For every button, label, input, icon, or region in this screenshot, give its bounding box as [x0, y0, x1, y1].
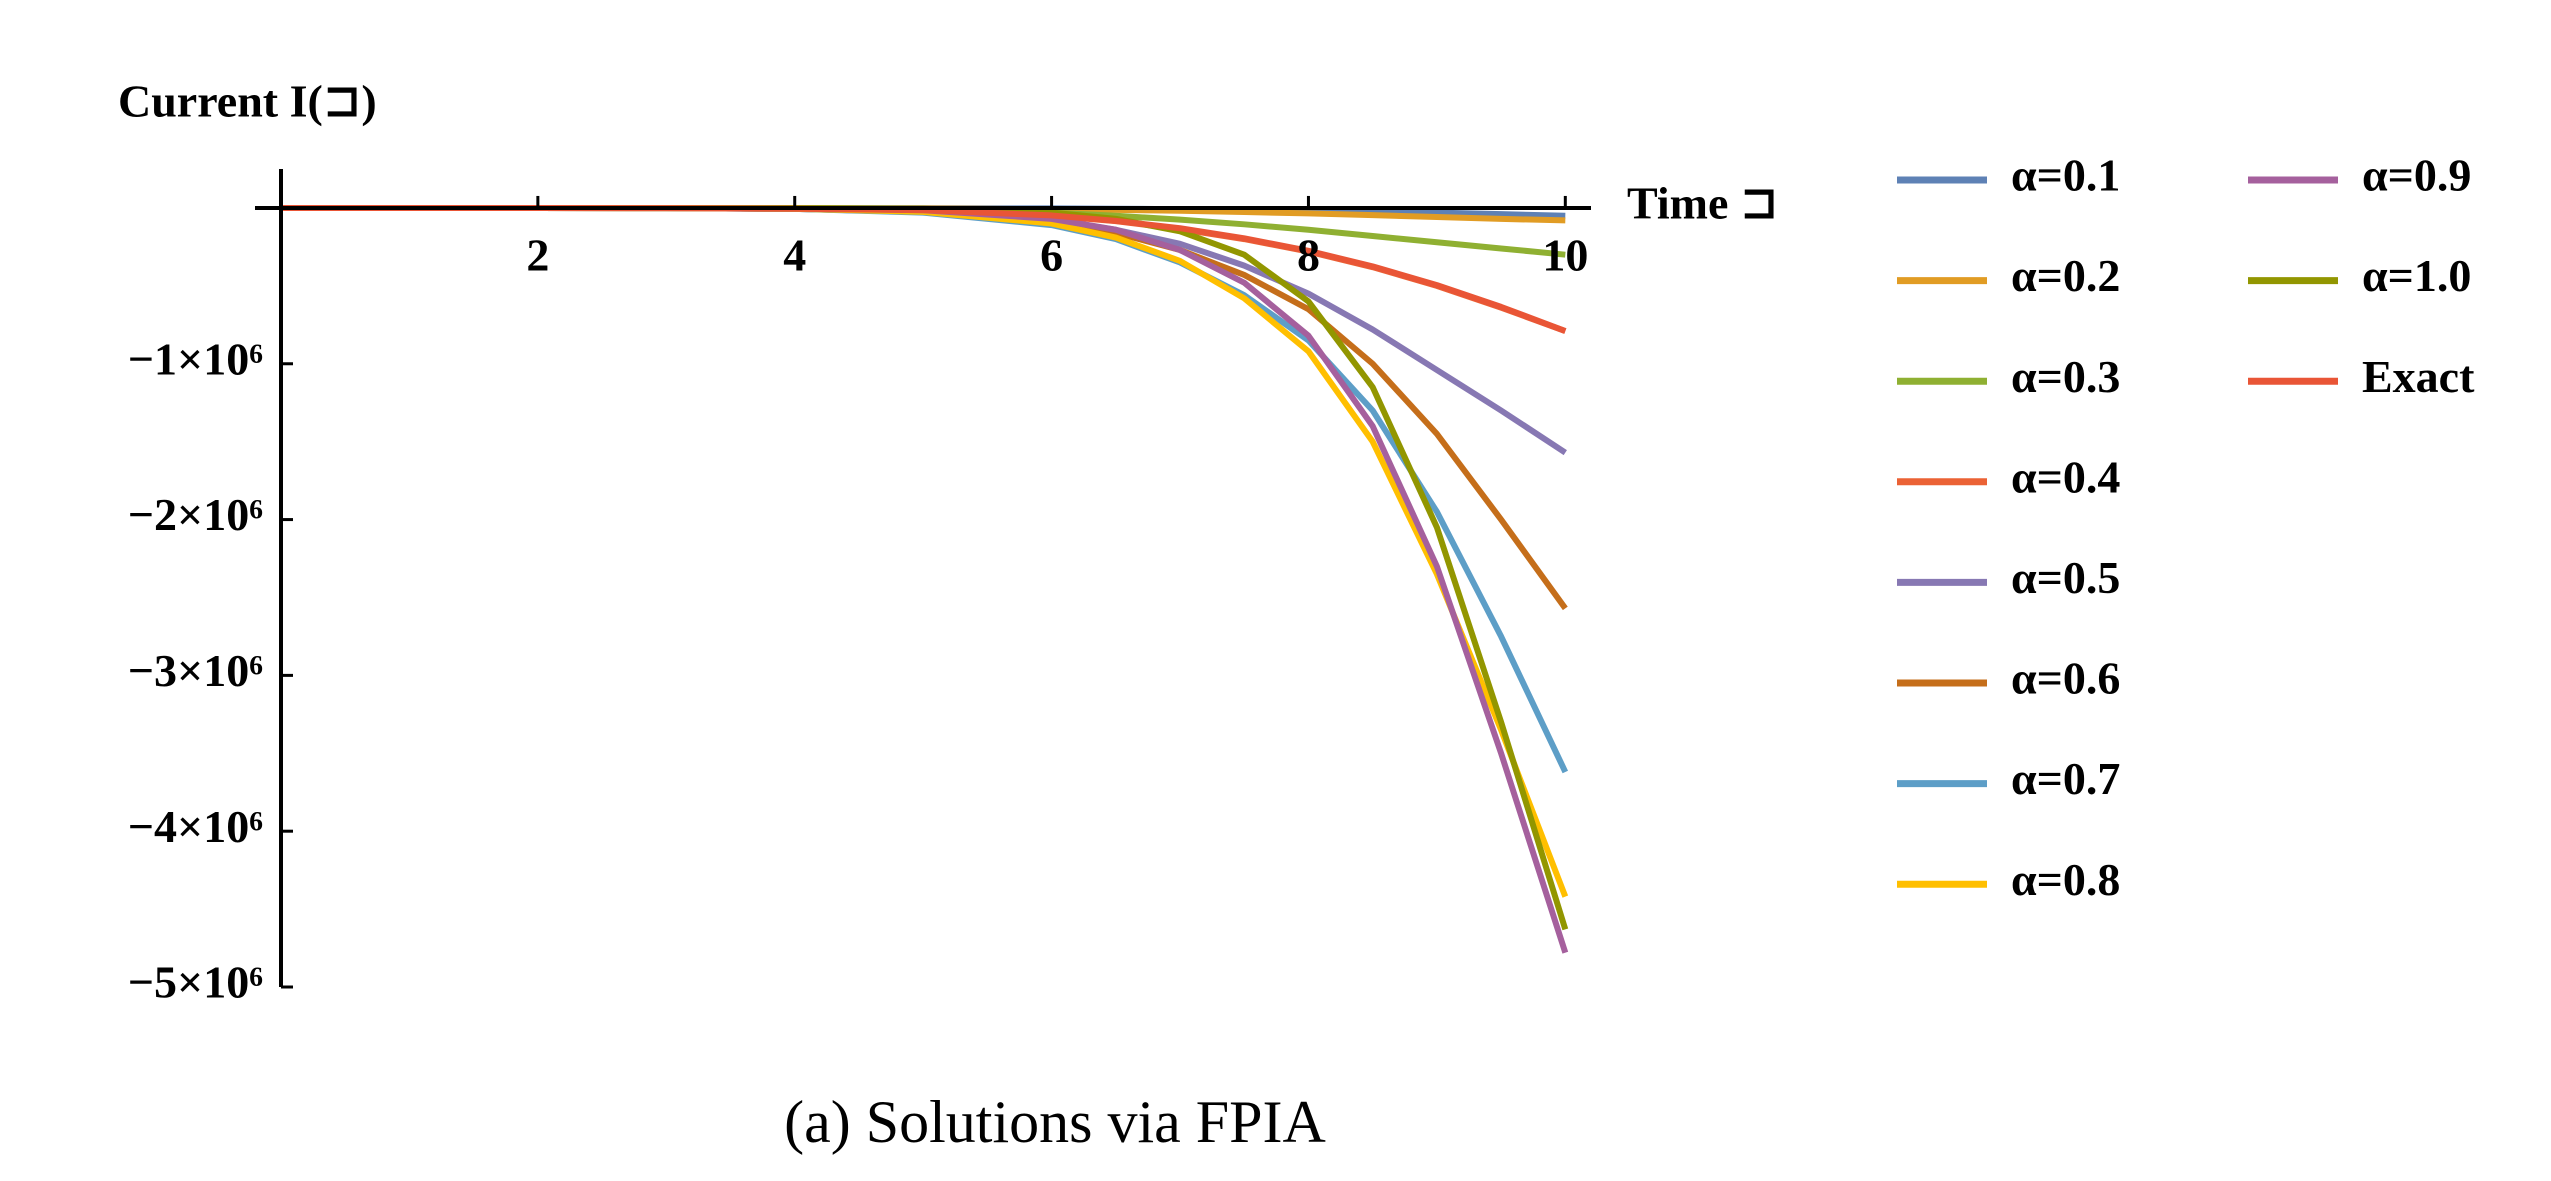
x-tick-label: 4 — [783, 230, 806, 281]
series-line — [281, 204, 1569, 774]
y-tick-label: −3×10⁶ — [128, 645, 263, 696]
legend-label: α=0.3 — [2011, 351, 2120, 402]
x-tick-label: 2 — [526, 230, 549, 281]
series-line — [281, 204, 1569, 931]
x-tick-label: 8 — [1297, 230, 1320, 281]
y-tick-label: −5×10⁶ — [128, 957, 263, 1008]
y-tick-label: −1×10⁶ — [128, 333, 263, 384]
legend-label: α=0.2 — [2011, 250, 2120, 301]
series-line — [281, 204, 1569, 898]
y-tick-label: −4×10⁶ — [128, 801, 263, 852]
legend-label: α=0.1 — [2011, 150, 2120, 201]
legend-label: α=0.9 — [2362, 150, 2471, 201]
x-tick-label: 6 — [1040, 230, 1063, 281]
x-tick-label: 10 — [1542, 230, 1588, 281]
legend-label: α=0.8 — [2011, 854, 2120, 905]
legend-label: α=0.6 — [2011, 653, 2120, 704]
legend-label: α=0.4 — [2011, 451, 2120, 502]
legend-label: α=0.5 — [2011, 552, 2120, 603]
x-axis-label: Time ⊐ — [1627, 178, 1778, 229]
y-axis-label: Current I(⊐) — [118, 76, 377, 127]
legend-label: α=1.0 — [2362, 250, 2471, 301]
series-line — [281, 204, 1569, 954]
legend-label: α=0.7 — [2011, 753, 2120, 804]
legend-label: Exact — [2362, 351, 2475, 402]
y-tick-label: −2×10⁶ — [128, 489, 263, 540]
series-line — [281, 204, 1567, 334]
caption: (a) Solutions via FPIA — [784, 1089, 1326, 1155]
